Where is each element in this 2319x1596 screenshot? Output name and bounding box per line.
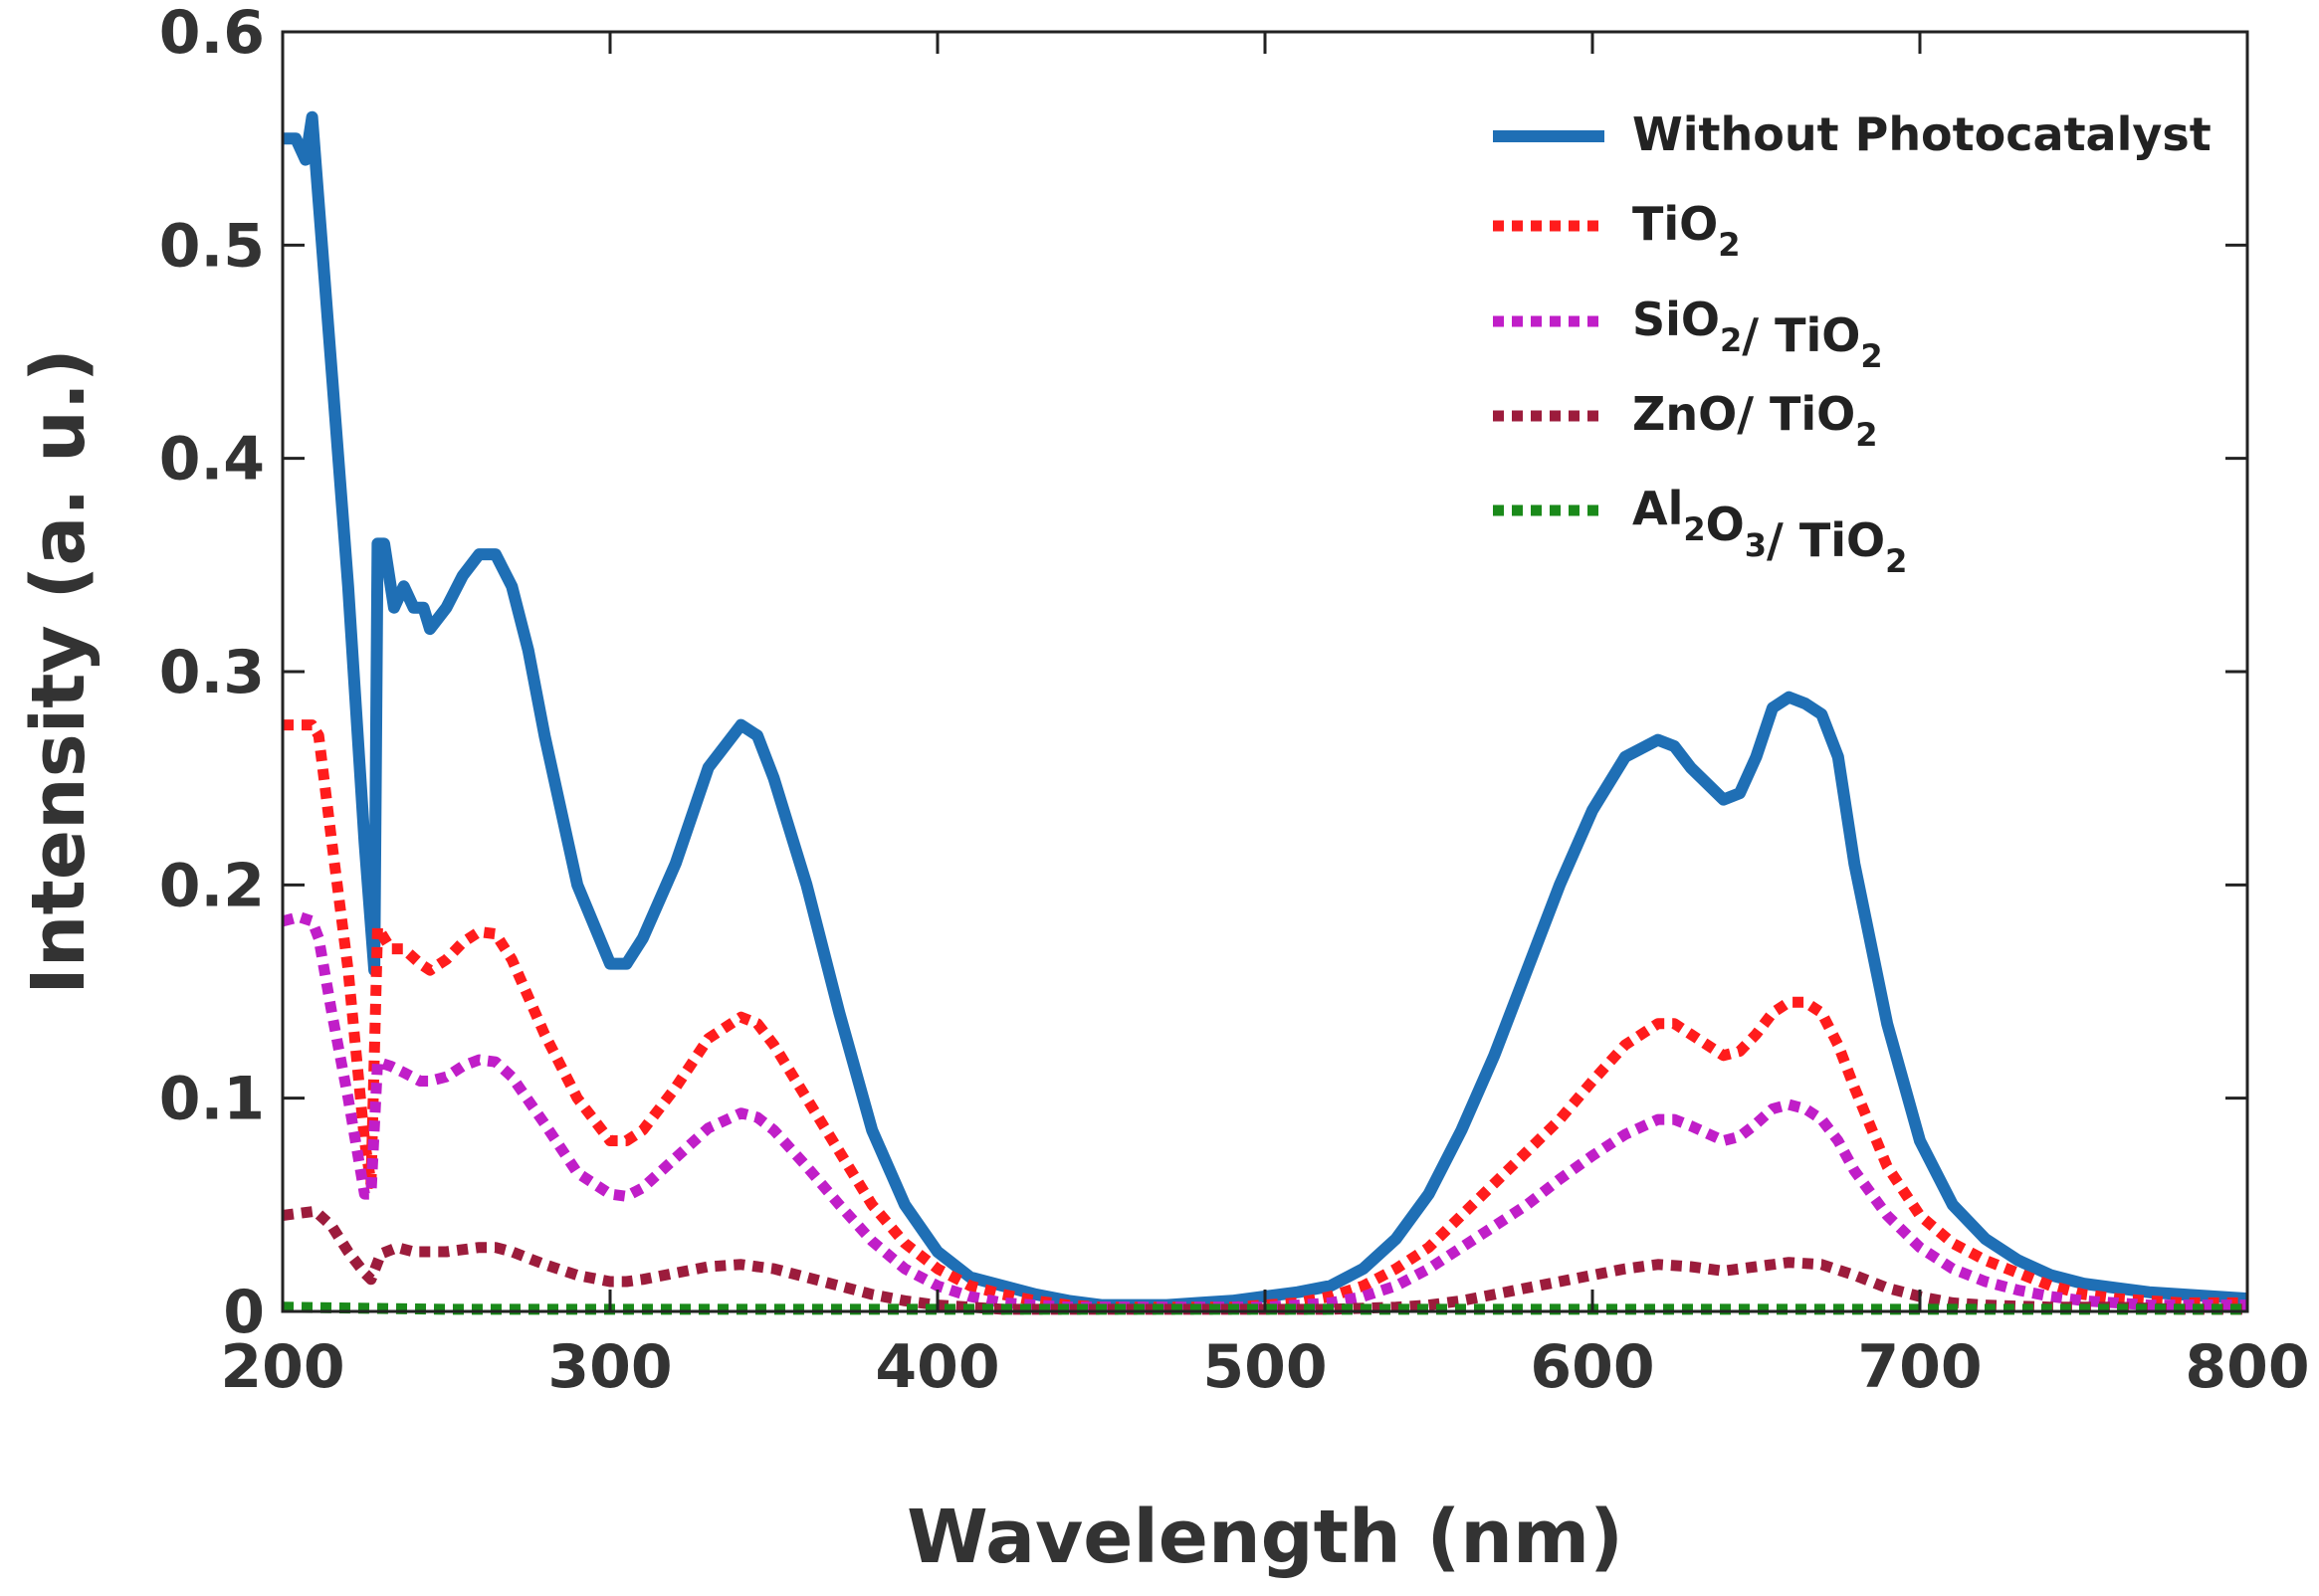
legend-label-1: Without Photocatalyst [1632,107,2212,161]
series-line-2 [283,719,2247,1313]
legend-label-4: ZnO/ TiO2 [1632,387,1878,454]
x-tick-label: 400 [875,1332,999,1402]
legend-label-3: SiO2/ TiO2 [1632,293,1883,375]
y-axis-label: Intensity (a. u.) [16,348,102,995]
y-tick-label: 0.5 [159,211,265,281]
series-layer [281,110,2248,1315]
axes-frame [281,30,2249,1313]
ticks-layer: 200 300 400 500 600 700 800 0 0.1 0.2 0.3 0.4 0.5 0.6 [159,0,2310,1402]
series-line-3 [281,911,2247,1313]
y-tick-label: 0.6 [159,0,265,68]
x-tick-label: 500 [1202,1332,1327,1402]
legend: Without Photocatalyst TiO2 SiO2/ TiO2 ZnO/ … [1493,107,2212,580]
legend-label-5: Al2O3/ TiO2 [1632,482,1907,580]
x-axis-label: Wavelength (nm) [907,1495,1623,1580]
x-tick-label: 800 [2185,1332,2309,1402]
y-tick-label: 0.2 [159,851,265,920]
y-tick-label: 0.3 [159,638,265,707]
legend-label-2: TiO2 [1632,197,1741,264]
x-tick-label: 700 [1857,1332,1982,1402]
y-tick-label: 0.1 [159,1065,265,1134]
x-tick-label: 600 [1530,1332,1654,1402]
x-tick-label: 200 [220,1332,344,1402]
y-tick-label: 0 [223,1278,265,1347]
x-tick-label: 300 [547,1332,672,1402]
y-tick-label: 0.4 [159,425,265,495]
series-line-1 [283,110,2248,1311]
